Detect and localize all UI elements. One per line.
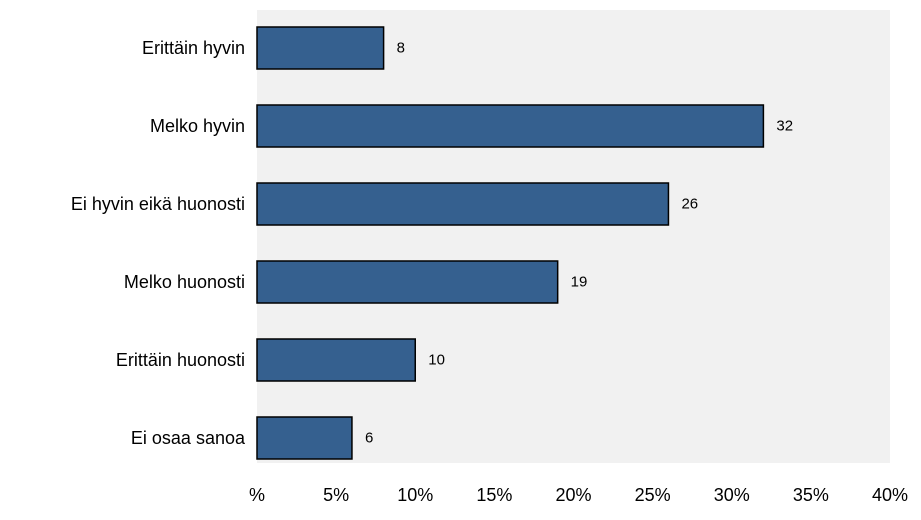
x-tick-label: 20% [555, 485, 591, 505]
data-label: 10 [428, 352, 445, 369]
data-label: 19 [571, 274, 588, 291]
bar [256, 416, 353, 460]
x-tick-label: 35% [793, 485, 829, 505]
x-tick-label: 40% [872, 485, 908, 505]
x-tick-label: % [249, 485, 265, 505]
x-axis-tick-labels: % 5% 10% 15% 20% 25% 30% 35% 40% [249, 485, 908, 505]
bar [256, 260, 559, 304]
data-labels: 8 32 26 19 10 6 [365, 40, 793, 447]
data-label: 32 [776, 118, 793, 135]
category-label: Melko huonosti [124, 272, 245, 292]
category-label: Ei osaa sanoa [131, 428, 246, 448]
x-tick-label: 25% [635, 485, 671, 505]
x-tick-label: 5% [323, 485, 349, 505]
bar [256, 104, 765, 148]
data-label: 6 [365, 430, 373, 447]
data-label: 26 [681, 196, 698, 213]
bar [256, 26, 385, 70]
category-label: Ei hyvin eikä huonosti [71, 194, 245, 214]
bars-layer [256, 26, 765, 460]
plot-background [257, 10, 890, 463]
x-tick-label: 10% [397, 485, 433, 505]
data-label: 8 [397, 40, 405, 57]
category-label: Erittäin huonosti [116, 350, 245, 370]
x-tick-label: 15% [476, 485, 512, 505]
category-labels: Erittäin hyvin Melko hyvin Ei hyvin eikä h… [71, 38, 246, 448]
x-tick-label: 30% [714, 485, 750, 505]
bar [256, 338, 416, 382]
bar [256, 182, 670, 226]
category-label: Erittäin hyvin [142, 38, 245, 58]
category-label: Melko hyvin [150, 116, 245, 136]
